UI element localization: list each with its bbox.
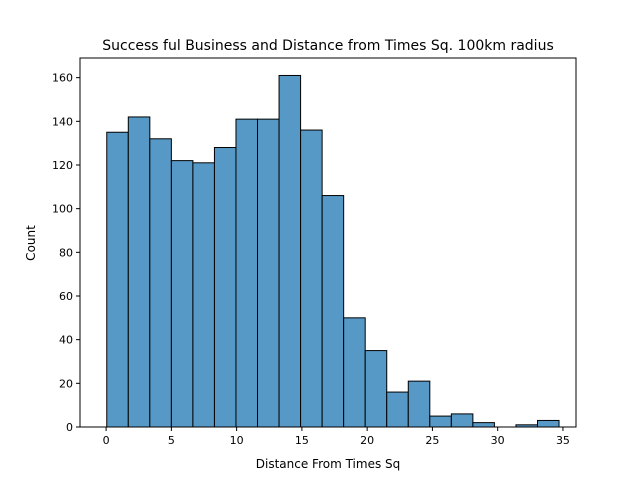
histogram-bar: [213, 147, 237, 428]
y-tick-label: 40: [59, 334, 73, 347]
y-tick-label: 0: [66, 421, 73, 434]
x-tick-label: 5: [168, 434, 175, 447]
histogram-bar: [192, 162, 215, 428]
histogram-bar: [278, 74, 302, 428]
y-tick-label: 80: [59, 246, 73, 259]
bars-group: [106, 74, 560, 428]
histogram-bar: [450, 413, 474, 428]
x-tick-label: 30: [491, 434, 505, 447]
x-tick-label: 25: [425, 434, 439, 447]
histogram-bar: [257, 118, 280, 428]
x-tick-label: 0: [103, 434, 110, 447]
histogram-bar: [407, 380, 431, 428]
histogram-bar: [536, 419, 560, 428]
y-tick-label: 20: [59, 377, 73, 390]
histogram-bar: [106, 131, 129, 428]
y-axis-ticks: 0 20 40 60 80 100 120 140 160: [52, 72, 80, 434]
x-tick-label: 10: [230, 434, 244, 447]
histogram-bar: [170, 160, 194, 428]
x-axis-label: Distance From Times Sq: [256, 457, 401, 471]
histogram-bar: [343, 317, 366, 428]
histogram-bar: [386, 391, 409, 428]
histogram-bar: [472, 422, 495, 428]
y-tick-label: 120: [52, 159, 73, 172]
histogram-bar: [127, 116, 151, 428]
histogram-bar: [149, 138, 172, 428]
y-tick-label: 160: [52, 72, 73, 85]
x-axis-ticks: 0 5 10 15 20 25 30 35: [103, 427, 570, 447]
x-tick-label: 15: [295, 434, 309, 447]
plot-area-frame: [79, 57, 577, 428]
x-tick-label: 20: [360, 434, 374, 447]
histogram-bar: [300, 129, 323, 428]
y-tick-label: 100: [52, 203, 73, 216]
histogram-bar: [429, 415, 452, 428]
histogram-bar: [321, 195, 345, 428]
x-tick-label: 35: [556, 434, 570, 447]
y-tick-label: 60: [59, 290, 73, 303]
chart-title: Success ful Business and Distance from T…: [102, 38, 554, 54]
histogram-bar: [235, 118, 259, 428]
histogram-bar: [364, 350, 388, 428]
y-tick-label: 140: [52, 115, 73, 128]
y-axis-label: Count: [24, 225, 38, 261]
